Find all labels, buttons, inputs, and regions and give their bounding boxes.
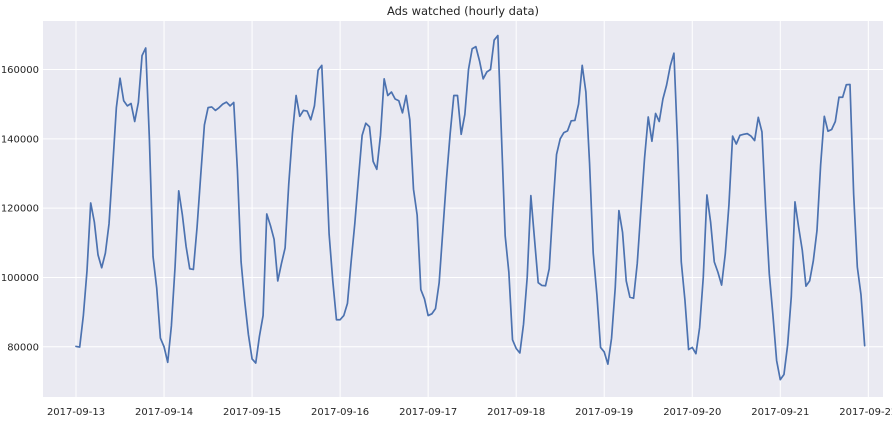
x-tick-label: 2017-09-15 (223, 407, 281, 418)
x-tick-label: 2017-09-17 (399, 407, 457, 418)
x-tick-labels: 2017-09-13 2017-09-14 2017-09-15 2017-09-16… (47, 407, 892, 418)
y-tick-label: 140000 (1, 134, 39, 145)
y-tick-label: 100000 (1, 273, 39, 284)
x-tick-label: 2017-09-16 (311, 407, 369, 418)
x-tick-label: 2017-09-14 (135, 407, 193, 418)
grid (43, 21, 883, 397)
x-tick-label: 2017-09-19 (575, 407, 633, 418)
y-tick-label: 80000 (7, 342, 39, 353)
x-tick-label: 2017-09-20 (663, 407, 721, 418)
y-tick-label: 160000 (1, 65, 39, 76)
y-tick-label: 120000 (1, 204, 39, 215)
y-tick-labels: 80000 100000 120000 140000 160000 (1, 65, 39, 353)
x-tick-label: 2017-09-22 (839, 407, 892, 418)
chart-title: Ads watched (hourly data) (387, 4, 539, 18)
plot-background (43, 21, 883, 397)
x-tick-label: 2017-09-18 (487, 407, 545, 418)
series-line-ads-watched (75, 34, 866, 381)
x-tick-label: 2017-09-13 (47, 407, 105, 418)
x-tick-label: 2017-09-21 (751, 407, 809, 418)
